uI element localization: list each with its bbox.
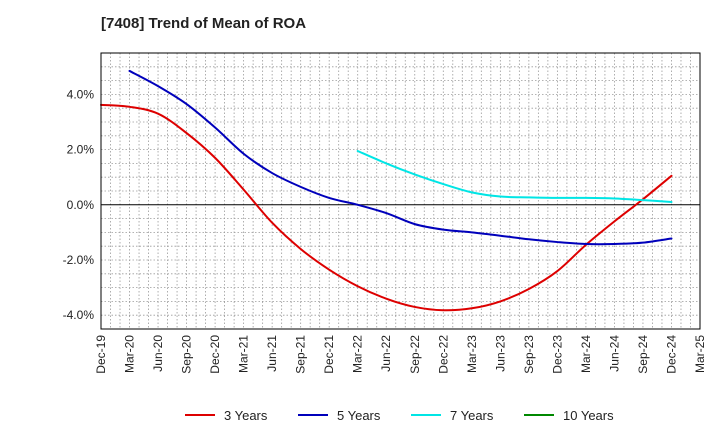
legend: 3 Years 5 Years 7 Years 10 Years [185, 408, 614, 423]
series-line-5-years [128, 69, 673, 246]
x-tick-label: Jun-24 [607, 335, 621, 372]
x-tick-label: Sep-22 [408, 335, 422, 374]
legend-label: 10 Years [563, 408, 614, 423]
x-tick-label: Jun-20 [151, 335, 165, 372]
y-tick-label: -4.0% [63, 308, 95, 322]
legend-label: 5 Years [337, 408, 381, 423]
chart-title: [7408] Trend of Mean of ROA [101, 15, 306, 32]
x-tick-label: Mar-24 [579, 335, 593, 373]
y-axis-tick-labels: -4.0% -2.0% 0.0% 2.0% 4.0% [63, 87, 95, 322]
x-tick-label: Dec-24 [664, 335, 678, 374]
x-tick-label: Sep-21 [294, 335, 308, 374]
x-tick-label: Sep-23 [522, 335, 536, 374]
x-tick-label: Jun-23 [493, 335, 507, 372]
x-tick-label: Dec-19 [94, 335, 108, 374]
x-tick-label: Mar-20 [123, 335, 137, 373]
x-tick-label: Jun-21 [265, 335, 279, 372]
x-tick-label: Jun-22 [379, 335, 393, 372]
legend-label: 3 Years [224, 408, 268, 423]
y-tick-label: 4.0% [67, 87, 95, 101]
x-tick-label: Dec-22 [436, 335, 450, 374]
x-tick-label: Dec-20 [208, 335, 222, 374]
y-tick-label: 0.0% [67, 198, 95, 212]
y-tick-label: -2.0% [63, 253, 95, 267]
plot-area [101, 53, 700, 329]
x-tick-label: Dec-21 [322, 335, 336, 374]
plot-frame [100, 52, 701, 330]
legend-label: 7 Years [450, 408, 494, 423]
series-line-7-years [356, 149, 673, 204]
x-tick-label: Mar-21 [237, 335, 251, 373]
y-tick-label: 2.0% [67, 143, 95, 157]
x-tick-label: Dec-23 [550, 335, 564, 374]
x-tick-label: Mar-22 [351, 335, 365, 373]
horizontal-grid [101, 66, 700, 316]
series-line-3-years [100, 103, 673, 312]
x-tick-label: Mar-23 [465, 335, 479, 373]
x-tick-label: Sep-20 [180, 335, 194, 374]
x-tick-label: Sep-24 [636, 335, 650, 374]
x-tick-label: Mar-25 [693, 335, 707, 373]
series-lines [100, 69, 673, 312]
x-axis-tick-labels: Dec-19 Mar-20 Jun-20 Sep-20 Dec-20 Mar-21 Jun-… [94, 335, 707, 374]
